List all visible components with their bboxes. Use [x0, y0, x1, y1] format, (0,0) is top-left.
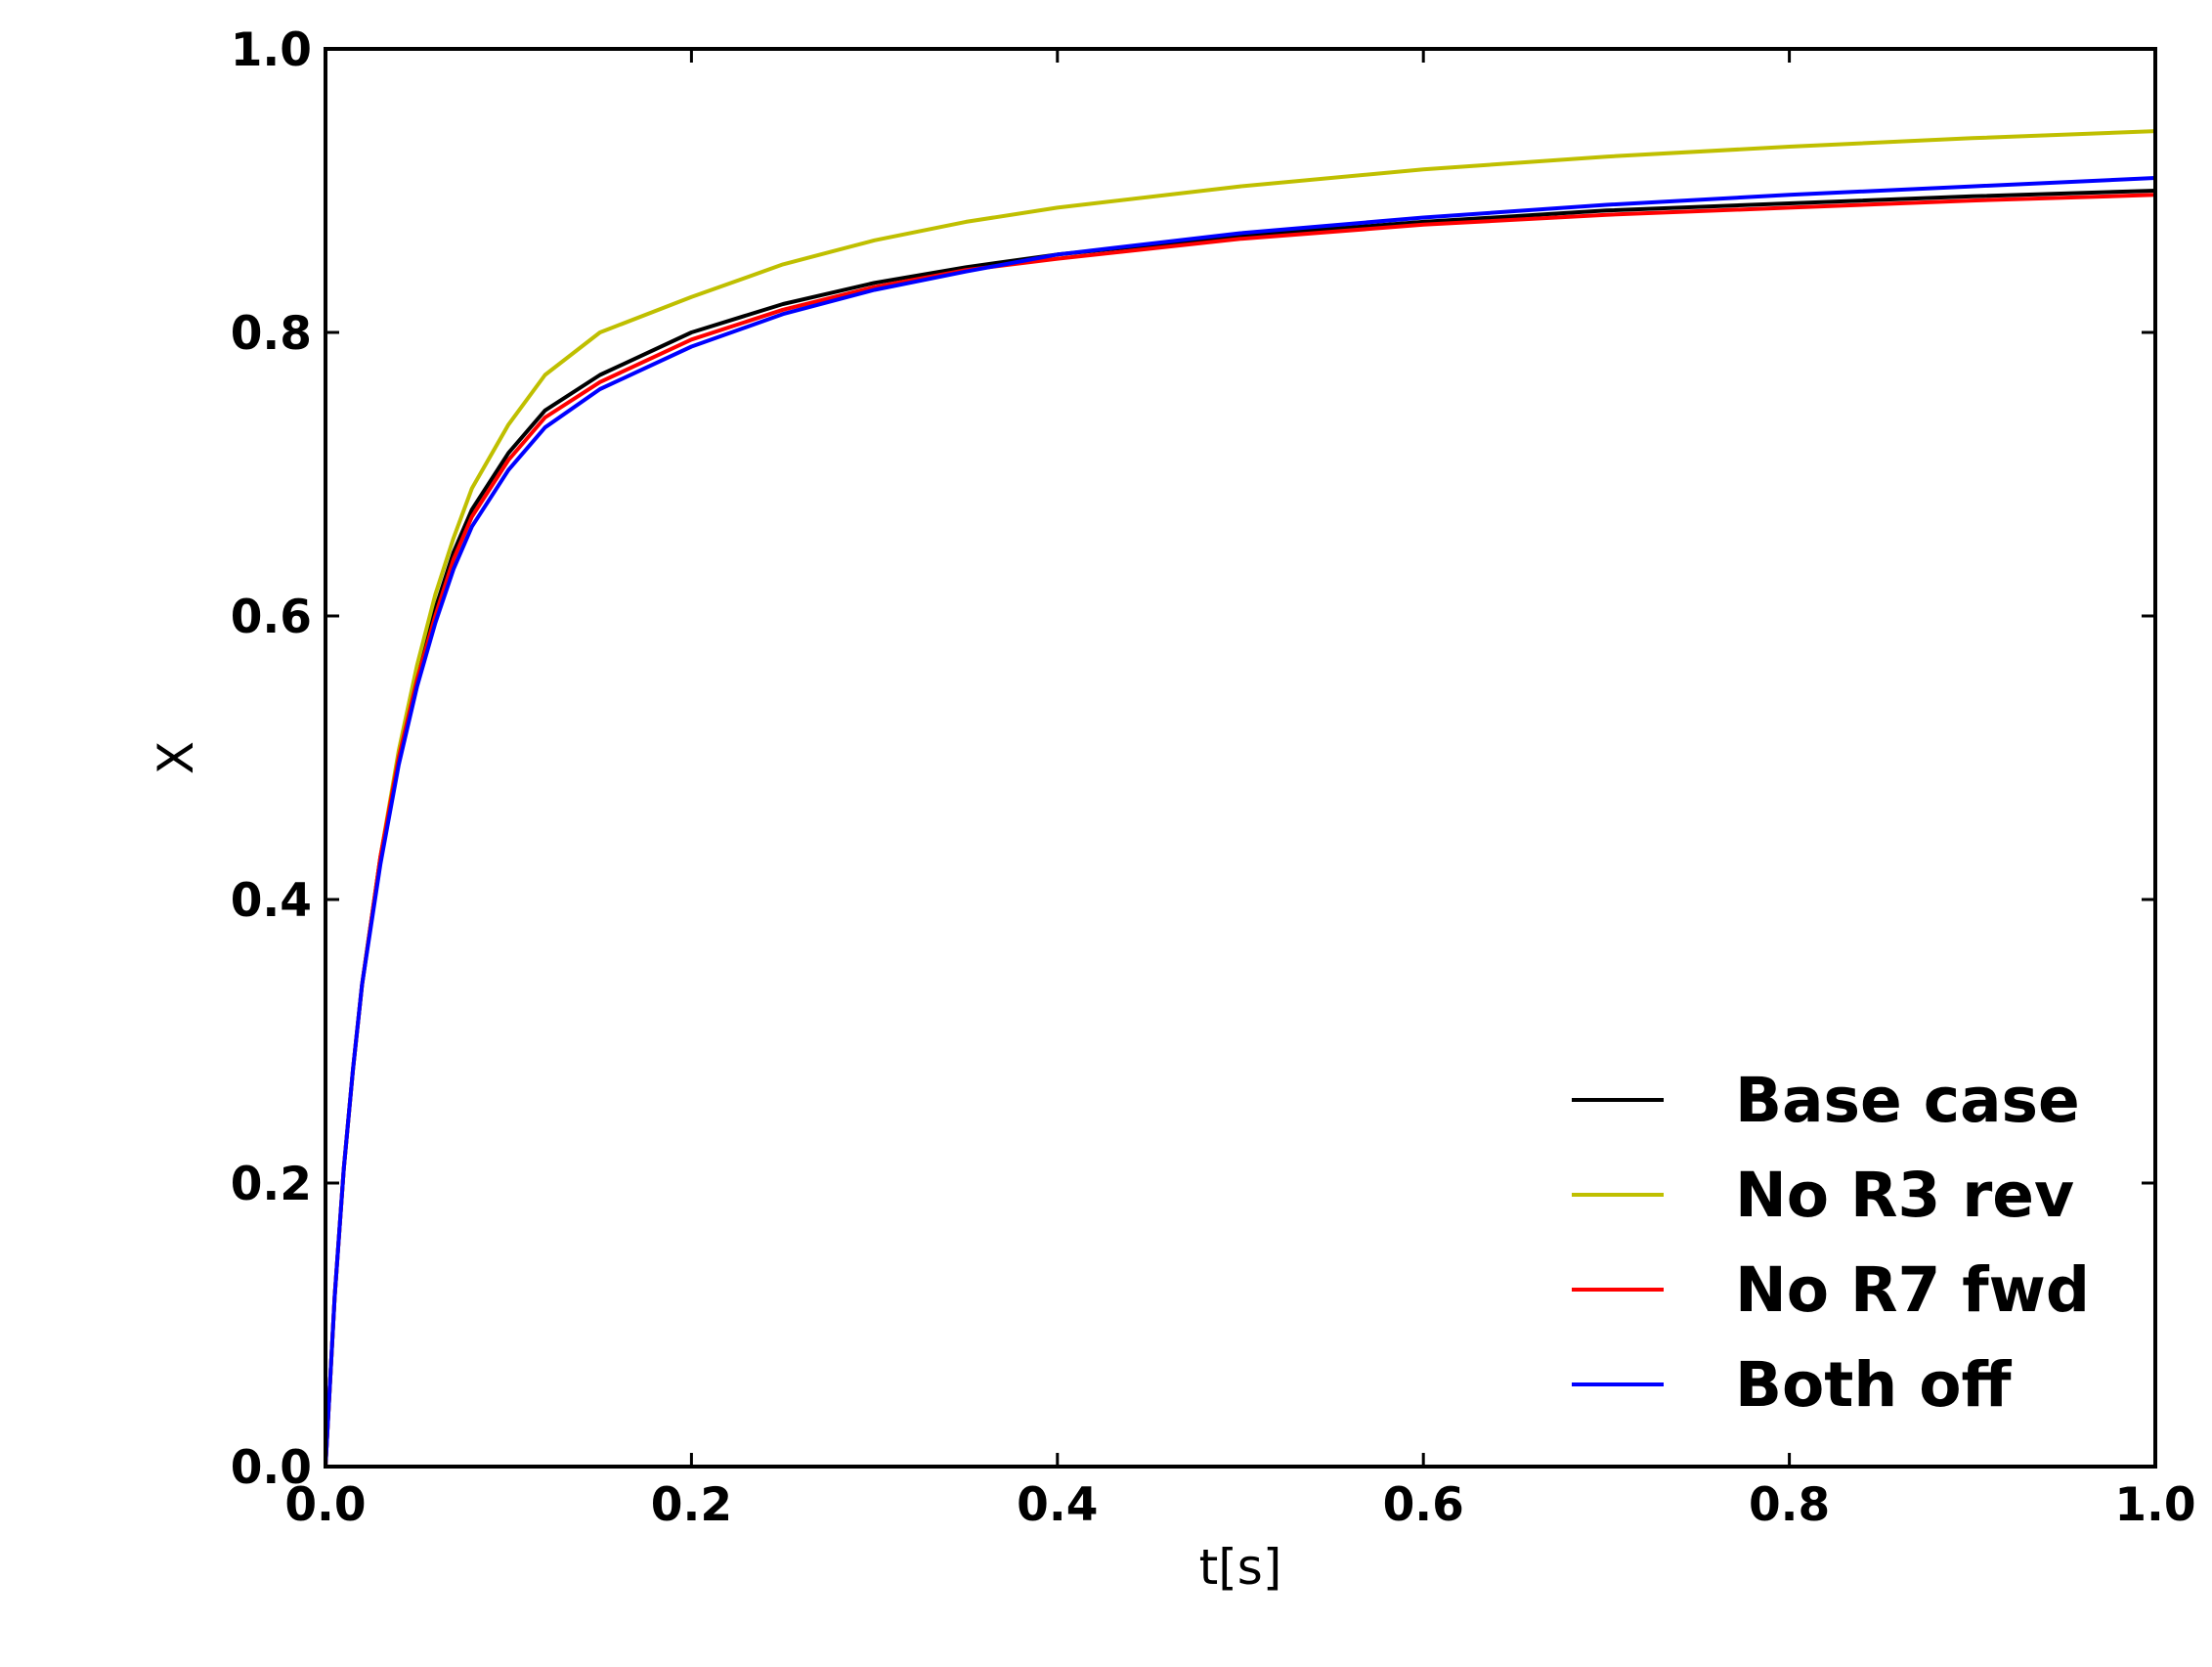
legend: Base case No R3 rev No R7 fwd Both off — [1572, 1065, 2090, 1421]
series-layer — [324, 129, 2157, 1469]
legend-label-4: Both off — [1735, 1349, 2012, 1421]
y-axis-label: X — [148, 741, 204, 774]
x-tick-label: 1.0 — [2114, 1478, 2195, 1532]
y-tick-label: 0.4 — [231, 874, 312, 928]
x-axis-label: t[s] — [1199, 1539, 1282, 1596]
x-tick-label: 0.2 — [651, 1478, 732, 1532]
y-tick-label: 0.6 — [231, 591, 312, 644]
x-tick-label: 0.4 — [1017, 1478, 1098, 1532]
legend-label-3: No R7 fwd — [1735, 1254, 2090, 1326]
x-tick-label: 0.6 — [1383, 1478, 1464, 1532]
legend-label-2: No R3 rev — [1735, 1160, 2074, 1231]
x-tick-label: 0.8 — [1749, 1478, 1830, 1532]
legend-label-1: Base case — [1735, 1065, 2080, 1136]
y-tick-label: 0.2 — [231, 1158, 312, 1211]
x-tick-label: 0.0 — [284, 1478, 366, 1532]
y-tick-label: 0.0 — [231, 1441, 312, 1495]
ticks-layer: 0.0 0.2 0.4 0.6 0.8 1.0 0.0 0.2 0.4 0.6 0.8 1.0 — [231, 23, 2196, 1532]
y-tick-label: 0.8 — [231, 307, 312, 361]
plot-area — [325, 49, 2155, 1467]
series-line-4 — [324, 176, 2157, 1469]
plot-frame — [324, 47, 2157, 1469]
y-tick-label: 1.0 — [231, 23, 312, 77]
